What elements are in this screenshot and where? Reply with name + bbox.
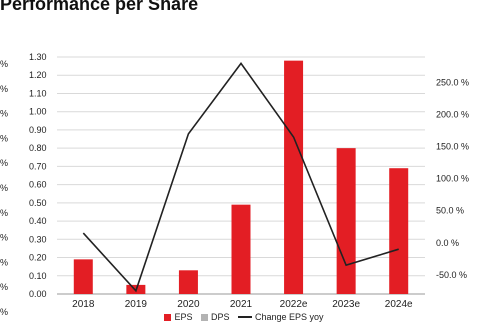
- x-axis-categories: 2018 2019 2020 2021 2022e 2023e 2024e: [72, 299, 413, 310]
- bar-eps: [231, 204, 251, 294]
- x-tick-label: 2024e: [385, 299, 413, 310]
- y-right-tick-label: 0.0 %: [436, 238, 459, 248]
- legend-swatch-dps: [200, 313, 208, 321]
- y-left-tick-label: 0.40: [29, 216, 47, 226]
- left-edge-label: %: [0, 109, 8, 119]
- left-edge-label: %: [0, 133, 8, 143]
- right-axis-ticks: -50.0 % 0.0 % 50.0 % 100.0 % 150.0 % 200.0 % 2…: [436, 78, 469, 280]
- left-edge-labels: %%%%%%%%%%%: [0, 59, 8, 317]
- legend-item-dps: DPS: [200, 311, 230, 322]
- line-series: [82, 62, 399, 293]
- x-tick-label: 2020: [177, 299, 200, 310]
- y-left-tick-label: 0.20: [29, 253, 47, 263]
- y-left-tick-label: 0.70: [29, 161, 47, 171]
- bar-eps: [178, 270, 198, 294]
- legend-item-change: Change EPS yoy: [238, 312, 324, 322]
- line-change-eps-yoy: [82, 62, 399, 293]
- y-left-tick-label: 0.30: [29, 234, 47, 244]
- bar-eps: [73, 259, 93, 294]
- left-edge-label: %: [0, 84, 8, 94]
- y-left-tick-label: 0.10: [29, 271, 47, 281]
- bar-series: [73, 60, 409, 295]
- legend-item-eps: EPS: [164, 312, 192, 322]
- bar-eps: [389, 168, 409, 294]
- legend-swatch-change: [238, 316, 252, 319]
- y-left-tick-label: 1.10: [29, 88, 47, 98]
- bar-eps: [336, 148, 356, 294]
- y-left-tick-label: 1.30: [29, 52, 47, 62]
- y-left-tick-label: 0.50: [29, 198, 47, 208]
- bar-eps: [284, 60, 304, 295]
- legend: EPS DPS Change EPS yoy: [0, 311, 488, 322]
- y-right-tick-label: 50.0 %: [436, 206, 464, 216]
- left-edge-label: %: [0, 307, 8, 317]
- left-edge-label: %: [0, 208, 8, 218]
- x-tick-label: 2023e: [332, 299, 360, 310]
- x-tick-label: 2021: [230, 299, 253, 310]
- y-left-tick-label: 0.80: [29, 143, 47, 153]
- left-edge-label: %: [0, 233, 8, 243]
- y-left-tick-label: 1.20: [29, 70, 47, 80]
- y-right-tick-label: -50.0 %: [436, 270, 467, 280]
- left-edge-label: %: [0, 183, 8, 193]
- left-edge-label: %: [0, 59, 8, 69]
- y-left-tick-label: 1.00: [29, 107, 47, 117]
- legend-swatch-eps: [164, 313, 172, 321]
- left-edge-label: %: [0, 257, 8, 267]
- legend-label-dps: DPS: [210, 311, 230, 322]
- legend-label-change: Change EPS yoy: [255, 311, 324, 322]
- x-tick-label: 2018: [72, 299, 95, 310]
- y-right-tick-label: 100.0 %: [436, 174, 469, 184]
- legend-label-eps: EPS: [174, 311, 193, 322]
- y-right-tick-label: 250.0 %: [436, 78, 469, 88]
- x-tick-label: 2022e: [280, 299, 308, 310]
- x-tick-label: 2019: [125, 299, 148, 310]
- left-edge-label: %: [0, 282, 8, 292]
- y-right-tick-label: 200.0 %: [436, 110, 469, 120]
- y-left-tick-label: 0.00: [29, 289, 47, 299]
- y-right-tick-label: 150.0 %: [436, 142, 469, 152]
- y-left-tick-label: 0.60: [29, 180, 47, 190]
- left-axis-ticks: 0.00 0.10 0.20 0.30 0.40 0.50 0.60 0.70 0.80 0.90…: [29, 52, 47, 299]
- left-edge-label: %: [0, 158, 8, 168]
- chart-title: Performance per Share: [0, 0, 199, 14]
- y-left-tick-label: 0.90: [29, 125, 47, 135]
